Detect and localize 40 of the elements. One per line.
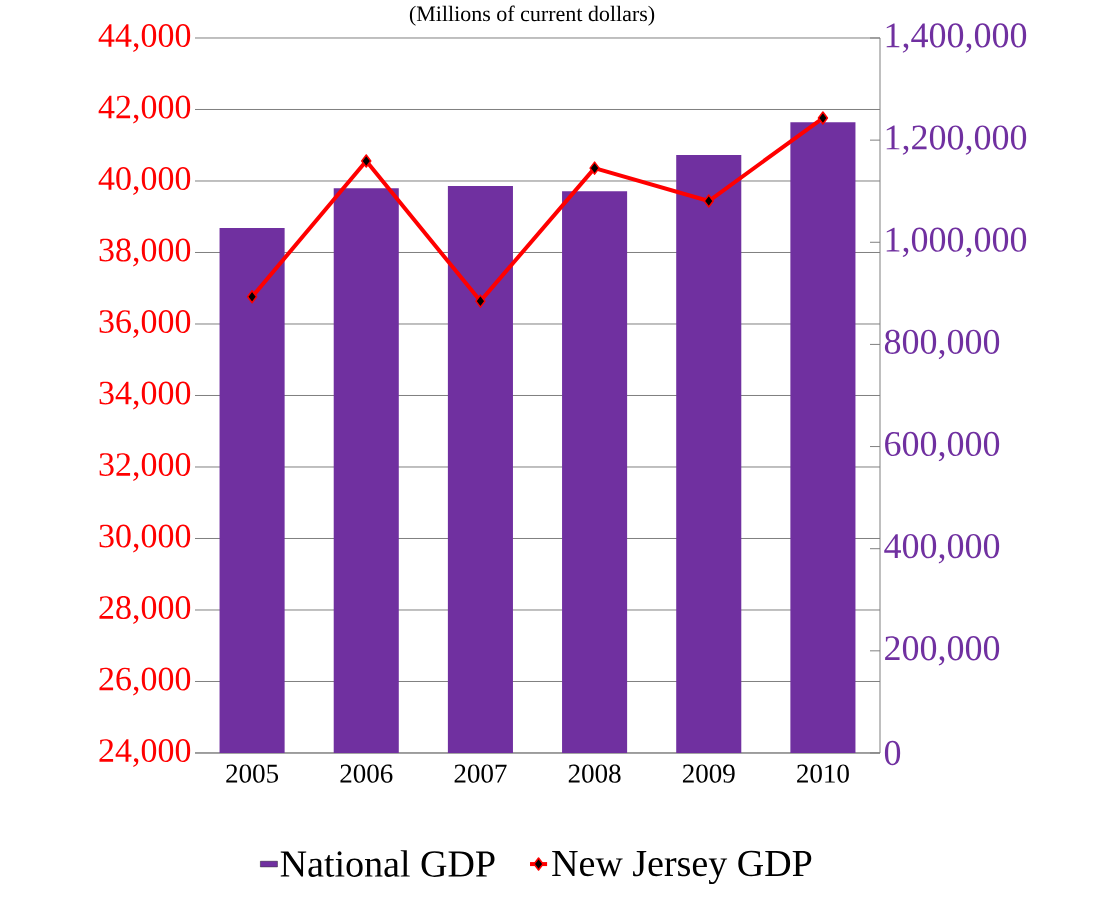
y-tick-label: 26,000 [99, 667, 191, 696]
bar [790, 122, 856, 753]
bar [447, 186, 513, 753]
x-tick-label: 2005 [226, 764, 279, 783]
y-tick-label: 38,000 [99, 238, 191, 267]
point [361, 154, 372, 168]
y-tick-label: 44,000 [98, 24, 191, 52]
legend-label: New Jersey GDP [552, 850, 812, 885]
point [703, 194, 714, 208]
y-tick-label: 30,000 [99, 524, 191, 553]
y2-tick-label: 0 [884, 740, 901, 766]
y-tick-label: 36,000 [99, 310, 191, 338]
chart-subtitle: (Millions of current dollars) [409, 5, 655, 26]
point [817, 111, 829, 125]
y2-tick-label: 1,200,000 [886, 125, 1027, 155]
legend-label: National GDP [280, 850, 495, 877]
bar [676, 154, 742, 753]
y2-tick-label: 1,400,000 [886, 23, 1027, 53]
bar [219, 227, 285, 753]
y2-tick-label: 1,000,000 [886, 227, 1027, 258]
x-tick-label: 2007 [454, 764, 507, 783]
y2-tick-label: 800,000 [884, 329, 1000, 360]
y-tick-label: 32,000 [99, 453, 191, 481]
point [246, 290, 258, 304]
bar [333, 188, 399, 753]
y2-tick-label: 200,000 [885, 636, 1000, 666]
x-tick-label: 2009 [682, 764, 735, 783]
y2-tick-label: 600,000 [885, 431, 1000, 462]
point [475, 294, 486, 308]
bar [562, 191, 628, 753]
y2-tick-label: 400,000 [884, 533, 1000, 564]
y-tick-label: 28,000 [99, 596, 191, 624]
y-tick-label: 40,000 [98, 167, 191, 195]
x-tick-label: 2010 [797, 764, 849, 783]
x-tick-label: 2006 [340, 764, 393, 783]
x-tick-label: 2008 [568, 764, 621, 783]
y-tick-label: 34,000 [99, 381, 191, 410]
point [589, 161, 600, 175]
y-tick-label: 24,000 [99, 739, 191, 767]
y-tick-label: 42,000 [98, 95, 191, 124]
